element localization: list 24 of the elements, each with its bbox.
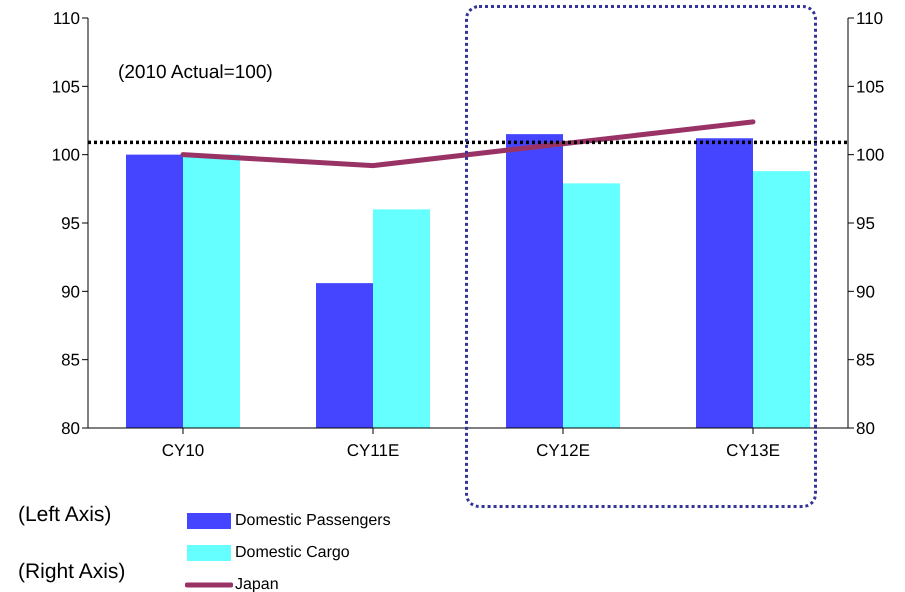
y2-tick-label: 80 — [856, 419, 875, 438]
y-tick-label: 90 — [61, 282, 80, 302]
legend-label: Domestic Cargo — [235, 544, 350, 562]
y-tick-label: 105 — [52, 77, 80, 96]
legend-label: Japan — [235, 576, 279, 592]
x-tick-label: CY13E — [726, 441, 780, 460]
y-tick-label: 85 — [61, 350, 80, 370]
y2-tick-label: 110 — [856, 9, 884, 28]
x-tick-label: CY12E — [536, 441, 590, 460]
y-tick-label: 100 — [52, 146, 80, 165]
y2-tick-label: 85 — [856, 350, 875, 370]
y-tick-label: 110 — [52, 9, 80, 28]
text: (Left Axis) — [18, 503, 112, 527]
legend-label: Domestic Passengers — [235, 512, 391, 530]
y-tick-label: 95 — [61, 214, 80, 234]
y2-tick-label: 90 — [856, 282, 875, 302]
y-tick-label: 80 — [61, 419, 80, 438]
annotation: (2010 Actual=100) — [118, 62, 273, 84]
text: (Right Axis) — [18, 560, 126, 584]
x-tick-label: CY10 — [162, 441, 204, 460]
y2-tick-label: 100 — [856, 146, 884, 165]
y2-tick-label: 105 — [856, 77, 884, 96]
x-tick-label: CY11E — [346, 441, 400, 460]
y2-tick-label: 95 — [856, 214, 875, 234]
